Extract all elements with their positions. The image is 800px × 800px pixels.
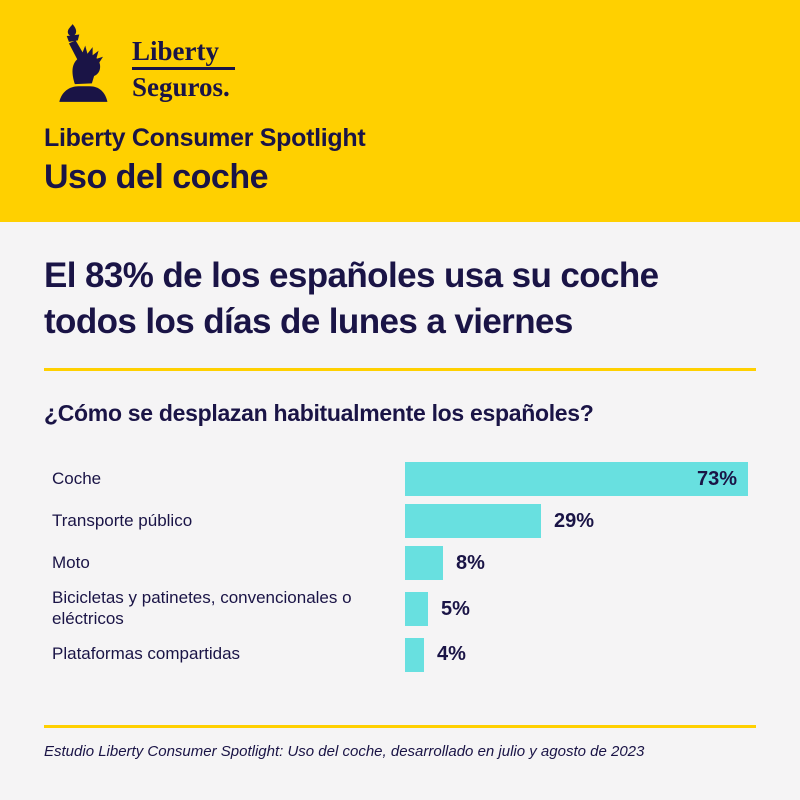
headline: El 83% de los españoles usa su coche tod… — [44, 253, 756, 345]
liberty-seguros-logo: Liberty Seguros. — [44, 24, 756, 102]
chart-category-label: Coche — [52, 469, 102, 488]
header-banner: Liberty Seguros. Liberty Consumer Spotli… — [0, 0, 800, 222]
chart-bar — [405, 637, 424, 672]
chart-value-label: 8% — [456, 551, 485, 574]
chart-value-label: 29% — [554, 509, 595, 532]
logo-line1: Liberty — [132, 36, 235, 71]
chart-category-label: Transporte público — [52, 511, 193, 530]
bar-chart: Coche 73% Transporte público 29% Moto 8% Bicic… — [44, 462, 756, 672]
chart-bar — [405, 592, 428, 627]
series-kicker: Liberty Consumer Spotlight — [44, 124, 366, 153]
chart-bar — [405, 546, 443, 581]
statue-of-liberty-icon — [59, 24, 108, 102]
chart-bar — [405, 504, 541, 539]
headline-line2: todos los días de lunes a viernes — [44, 302, 573, 342]
chart-bar-track: 29% — [405, 504, 756, 539]
chart-row: Coche 73% — [44, 462, 756, 497]
chart-bar: 73% — [405, 462, 748, 497]
chart-row: Plataformas compartidas 4% — [44, 637, 756, 672]
logo-suffix: . — [223, 72, 230, 103]
headline-line1: El 83% de los españoles usa su coche — [44, 256, 659, 295]
chart-row: Bicicletas y patinetes, convencionales o… — [44, 588, 756, 629]
yellow-divider-bottom — [44, 724, 756, 728]
chart-category-label: Bicicletas y patinetes, convencionales o… — [52, 588, 352, 629]
chart-bar-track: 8% — [405, 546, 756, 581]
source-note: Estudio Liberty Consumer Spotlight: Uso … — [44, 742, 645, 760]
logo-line2: Seguros. — [132, 72, 230, 103]
chart-value-label: 73% — [696, 467, 737, 490]
chart-bar-track: 4% — [405, 637, 756, 672]
chart-row: Moto 8% — [44, 546, 756, 581]
yellow-divider-top — [44, 368, 756, 372]
report-title: Uso del coche — [44, 158, 269, 197]
chart-value-label: 5% — [441, 597, 470, 620]
chart-category-label: Moto — [52, 553, 90, 572]
main-content: El 83% de los españoles usa su coche tod… — [0, 253, 800, 672]
chart-question: ¿Cómo se desplazan habitualmente los esp… — [44, 400, 594, 427]
chart-bar-track: 73% — [405, 462, 756, 497]
logo-wordmark: Liberty Seguros. — [132, 36, 235, 102]
chart-value-label: 4% — [437, 643, 466, 666]
chart-row: Transporte público 29% — [44, 504, 756, 539]
chart-bar-track: 5% — [405, 592, 756, 627]
chart-category-label: Plataformas compartidas — [52, 644, 241, 664]
